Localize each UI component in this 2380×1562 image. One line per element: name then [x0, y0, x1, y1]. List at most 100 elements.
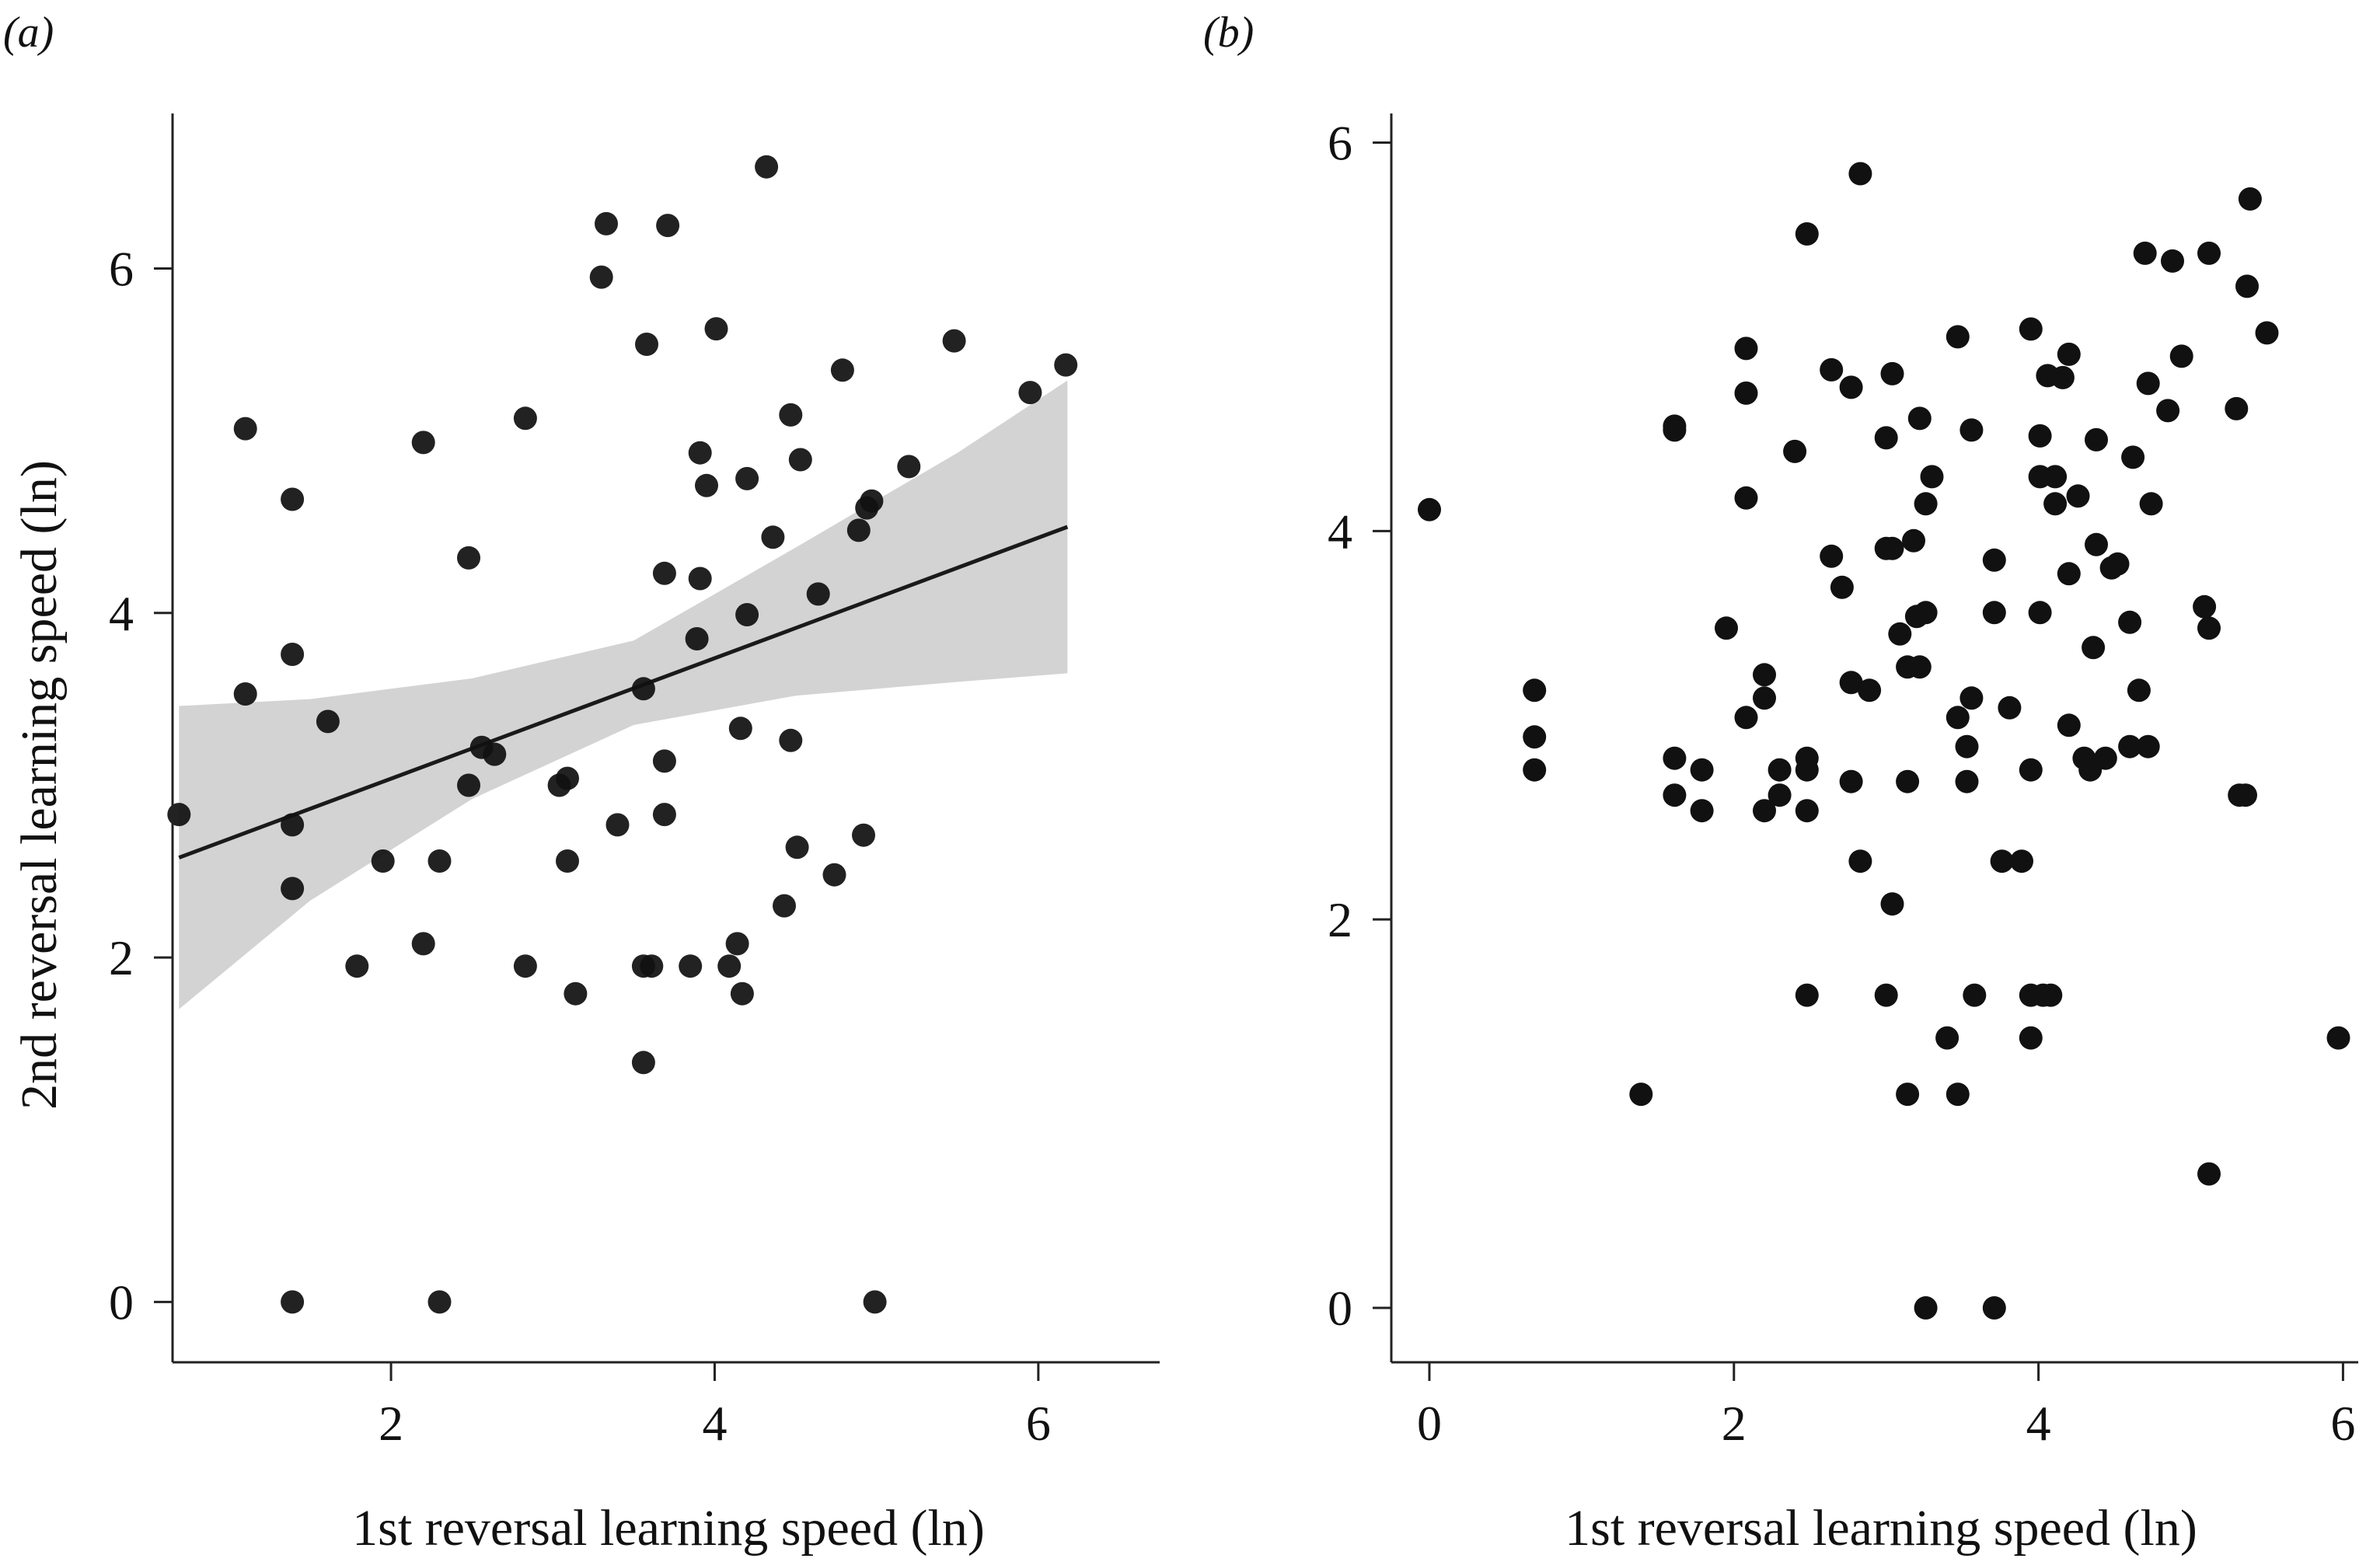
panel-a-point-52: [779, 403, 803, 427]
panel-b-point-56: [1946, 706, 1970, 730]
panel-a-point-44: [725, 932, 749, 956]
panel-a-x-tick-label-6: 6: [1026, 1396, 1051, 1451]
panel-b-point-62: [1963, 983, 1987, 1007]
panel-a-point-67: [1054, 353, 1078, 377]
panel-b-point-60: [1959, 418, 1984, 442]
panel-b-point-115: [2326, 1026, 2350, 1050]
panel-a-point-55: [788, 448, 812, 472]
panel-a-label: (a): [3, 9, 54, 57]
panel-b-point-93: [2106, 552, 2130, 576]
panel-b-point-13: [1734, 381, 1758, 405]
panel-a-point-6: [281, 877, 305, 901]
panel-b-point-49: [1907, 655, 1932, 679]
panel-b-point-30: [1839, 375, 1863, 399]
panel-a-band-layer: [179, 380, 1068, 1009]
panel-b-point-112: [2235, 274, 2259, 298]
panel-b-point-7: [1663, 746, 1687, 770]
panel-b-point-24: [1795, 758, 1819, 782]
panel-b-point-20: [1768, 783, 1792, 807]
panel-b-point-54: [1935, 1026, 1959, 1050]
panel-a-point-65: [942, 329, 966, 353]
panel-a-point-11: [411, 431, 435, 455]
panel-b-point-1: [1523, 678, 1547, 703]
panel-b-point-104: [2169, 344, 2193, 368]
panel-b-point-42: [1888, 622, 1912, 646]
panel-b-point-105: [2193, 594, 2217, 619]
panel-a-point-3: [281, 487, 305, 511]
panel-b-point-102: [2156, 399, 2180, 423]
panel-b-point-40: [1880, 536, 1904, 560]
panel-a-point-51: [773, 894, 796, 918]
panel-b-point-0: [1418, 497, 1441, 521]
panel-b-point-18: [1753, 799, 1776, 823]
panel-b-point-99: [2136, 371, 2160, 396]
panel-b-point-101: [2139, 492, 2163, 516]
panel-b-y-tick-label-2: 2: [1328, 892, 1352, 947]
panel-a-point-1: [233, 682, 257, 706]
panel-b-point-84: [2057, 713, 2081, 737]
panel-b-point-45: [1896, 1083, 1920, 1107]
panel-b-point-29: [1830, 575, 1854, 599]
panel-b-point-46: [1902, 528, 1925, 553]
panel-a-point-54: [785, 835, 809, 859]
panel-a-x-tick-label-4: 4: [702, 1396, 727, 1451]
panel-a-point-25: [589, 265, 613, 289]
panel-a-point-4: [281, 643, 305, 666]
panel-a-point-12: [411, 932, 435, 956]
panel-b-point-72: [2019, 1026, 2043, 1050]
panel-a-x-axis-title: 1st reversal learning speed (ln): [352, 1500, 985, 1557]
panel-b-point-67: [1998, 696, 2022, 720]
panel-b-point-26: [1795, 983, 1819, 1007]
panel-b-point-4: [1629, 1083, 1653, 1107]
panel-b-point-35: [1858, 678, 1882, 703]
panel-b-point-2: [1523, 725, 1547, 749]
panel-a-point-42: [704, 317, 728, 341]
panel-b-point-113: [2238, 187, 2262, 211]
panel-a-point-62: [860, 489, 884, 513]
panel-b-y-tick-label-6: 6: [1328, 115, 1352, 170]
panel-b-point-59: [1955, 769, 1979, 793]
panel-b-point-11: [1715, 616, 1738, 640]
panel-b-point-19: [1768, 758, 1792, 782]
panel-b-y-tick-label-4: 4: [1328, 504, 1352, 559]
panel-b-x-tick-label-0: 0: [1417, 1396, 1442, 1451]
panel-a-point-53: [779, 728, 803, 752]
panel-b-point-81: [2050, 365, 2075, 389]
panel-a-point-60: [852, 823, 875, 847]
panel-b-point-91: [2093, 746, 2117, 770]
panel-b-point-61: [1959, 686, 1984, 710]
panel-a-x-tick-label-2: 2: [379, 1396, 403, 1451]
panel-b-point-15: [1734, 706, 1758, 730]
panel-a-point-27: [605, 813, 630, 837]
panel-b-point-73: [2028, 424, 2052, 448]
panel-b-point-109: [2225, 396, 2249, 420]
panel-b-y-tick-label-0: 0: [1328, 1281, 1352, 1336]
panel-a-point-41: [695, 473, 718, 497]
panel-b-point-55: [1946, 325, 1970, 349]
panel-b-point-94: [2118, 610, 2142, 634]
panel-b-point-33: [1848, 162, 1872, 186]
panel-a-point-58: [830, 358, 854, 382]
panel-a-point-39: [688, 441, 712, 465]
panel-b-point-82: [2057, 342, 2081, 366]
panel-b-point-12: [1734, 336, 1758, 361]
panel-b-point-58: [1955, 734, 1979, 758]
panel-b-point-34: [1848, 849, 1872, 873]
panel-b-point-25: [1795, 799, 1819, 823]
panel-b-point-97: [2127, 678, 2151, 703]
panel-a-axes: 2 4 6 0 2 4 6: [109, 113, 1160, 1451]
panel-a-point-22: [556, 766, 579, 790]
panel-b-point-106: [2197, 241, 2221, 265]
panel-a-point-16: [457, 773, 480, 797]
panel-a-y-tick-label-4: 4: [109, 586, 134, 641]
panel-a-point-31: [635, 333, 658, 356]
panel-a-point-49: [755, 155, 779, 179]
panel-a-point-5: [281, 813, 305, 837]
panel-b-point-68: [2010, 849, 2033, 873]
panel-b-point-79: [2043, 465, 2068, 489]
panel-b-point-63: [1982, 548, 2006, 572]
panel-b-point-31: [1839, 671, 1863, 695]
panel-a-point-28: [631, 677, 655, 701]
panel-b-point-48: [1907, 406, 1932, 431]
panel-b-point-90: [2085, 532, 2108, 556]
